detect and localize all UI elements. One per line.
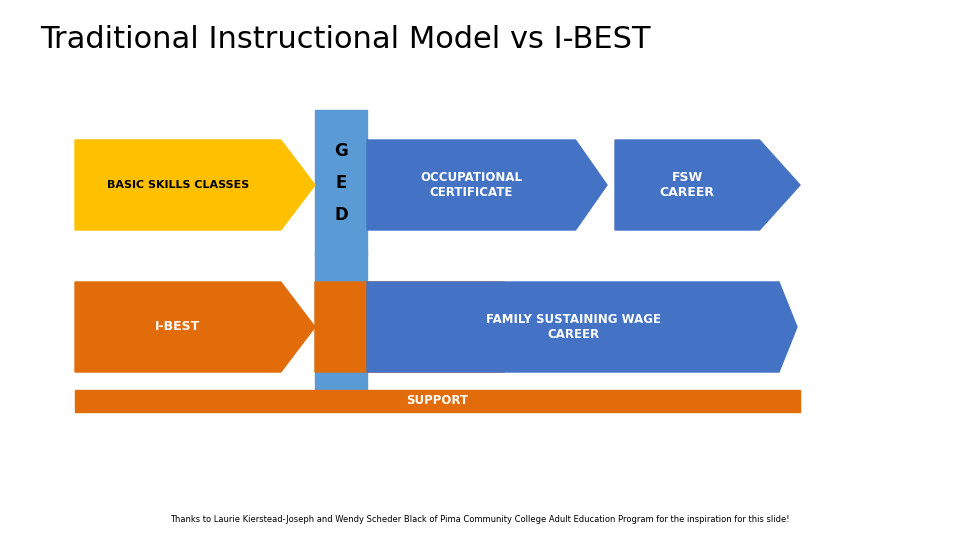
Bar bbox=[75, 390, 800, 412]
Text: FSW
CAREER: FSW CAREER bbox=[660, 171, 715, 199]
Text: SUPPORT: SUPPORT bbox=[406, 395, 468, 408]
Polygon shape bbox=[75, 282, 315, 372]
Polygon shape bbox=[75, 140, 315, 230]
Text: OCCUPATIONAL
CERTIFICATE: OCCUPATIONAL CERTIFICATE bbox=[420, 171, 522, 199]
Text: Thanks to Laurie Kierstead-Joseph and Wendy Scheder Black of Pima Community Coll: Thanks to Laurie Kierstead-Joseph and We… bbox=[170, 516, 790, 524]
Bar bbox=[315, 252, 367, 397]
Polygon shape bbox=[367, 282, 797, 372]
Polygon shape bbox=[367, 140, 607, 230]
Text: Traditional Instructional Model vs I-BEST: Traditional Instructional Model vs I-BES… bbox=[40, 25, 651, 54]
Text: FAMILY SUSTAINING WAGE
CAREER: FAMILY SUSTAINING WAGE CAREER bbox=[486, 313, 660, 341]
Text: G
E
D: G E D bbox=[334, 141, 348, 224]
Text: BASIC SKILLS CLASSES: BASIC SKILLS CLASSES bbox=[107, 180, 249, 190]
Text: I-BEST: I-BEST bbox=[156, 321, 201, 334]
Polygon shape bbox=[315, 282, 540, 372]
Text: G
E
D: G E D bbox=[334, 284, 348, 366]
Polygon shape bbox=[615, 140, 800, 230]
Bar bbox=[315, 110, 367, 255]
